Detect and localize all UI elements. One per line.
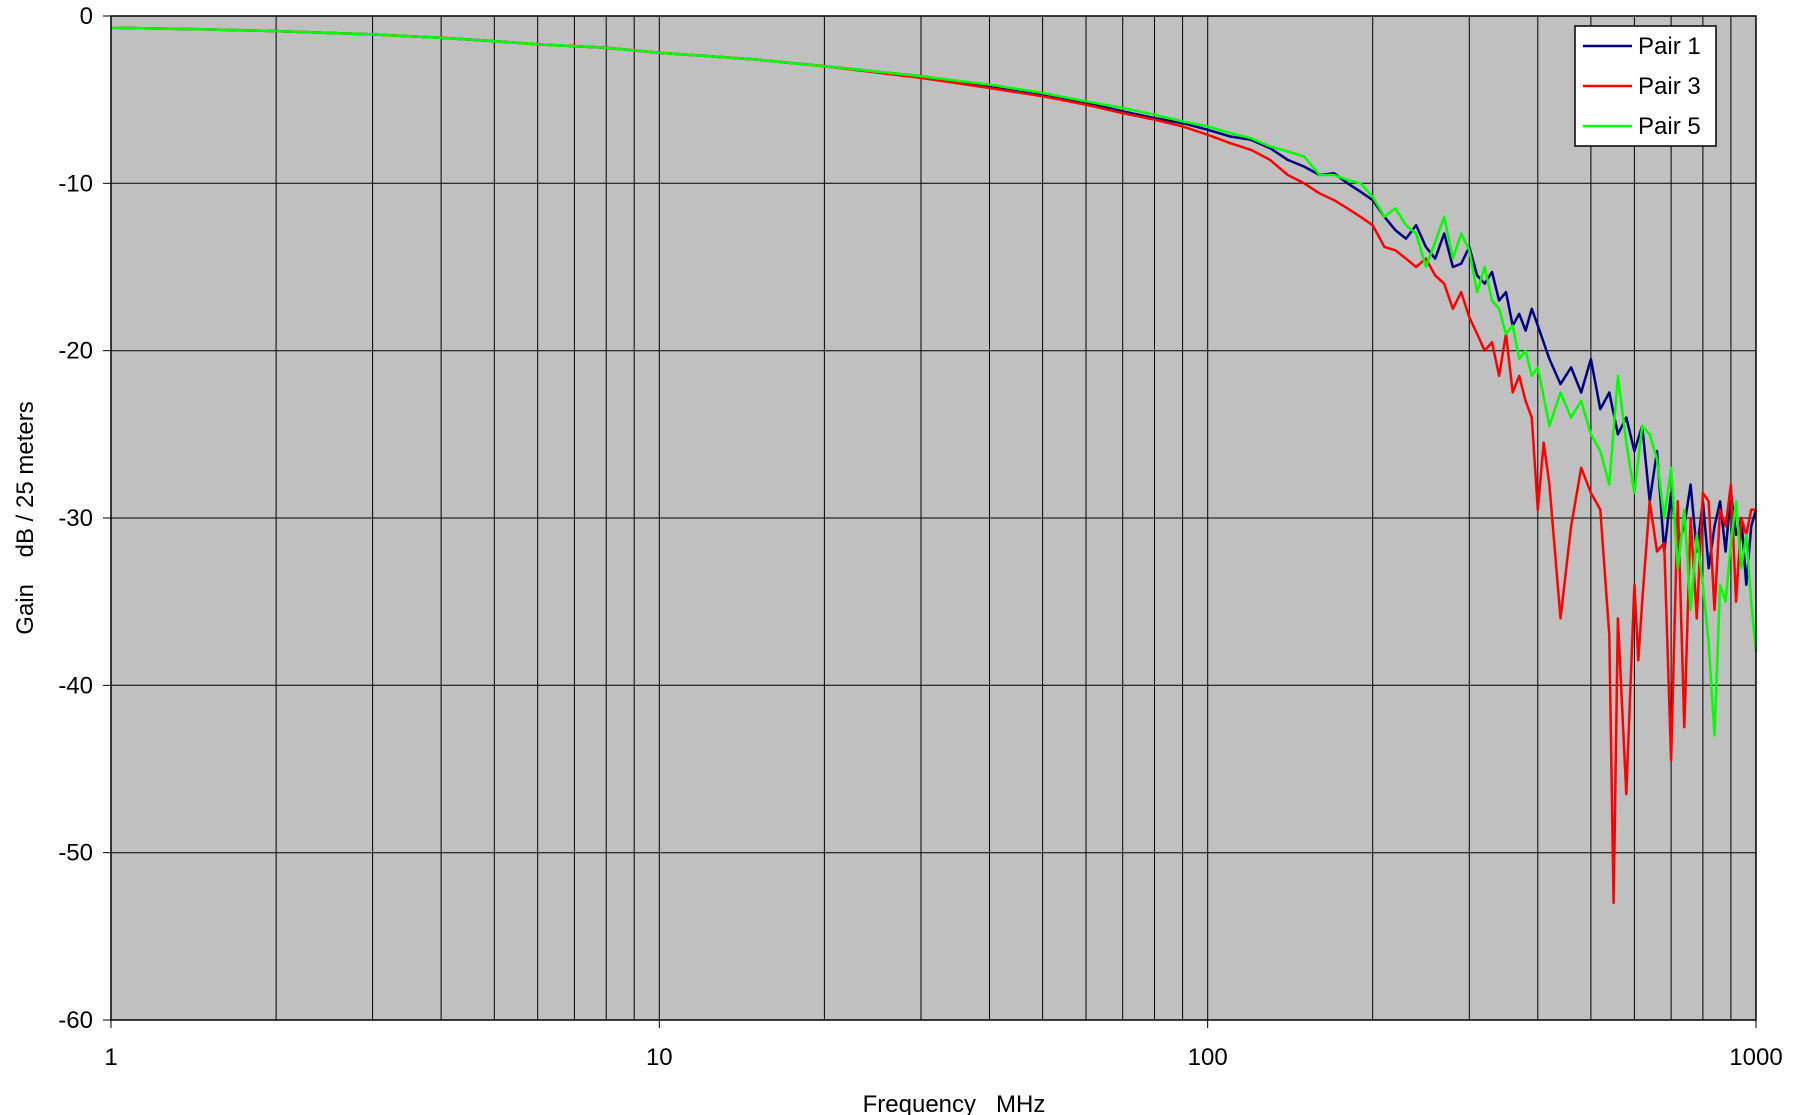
y-axis-title: Gain dB / 25 meters	[12, 401, 39, 634]
series-line-pair-3	[110, 26, 1756, 905]
y-tick-label: 0	[80, 3, 93, 30]
legend-label-pair-1: Pair 1	[1638, 33, 1701, 60]
y-tick-label: -20	[58, 338, 93, 365]
y-tick-label: -50	[58, 840, 93, 867]
y-tick-label: -30	[58, 505, 93, 532]
y-gridlines	[111, 182, 1756, 854]
x-tick-label: 1	[104, 1044, 117, 1071]
x-tick-labels: 1 10 100 1000	[104, 1020, 1783, 1071]
legend-label-pair-5: Pair 5	[1638, 113, 1701, 140]
series-layer	[110, 26, 1758, 905]
legend: Pair 1 Pair 3 Pair 5	[1574, 25, 1717, 147]
x-axis-title: Frequency MHz	[863, 1091, 1046, 1115]
y-tick-label: -10	[58, 170, 93, 197]
y-tick-label: -40	[58, 672, 93, 699]
series-line-pair-5	[110, 26, 1758, 737]
legend-label-pair-3: Pair 3	[1638, 73, 1701, 100]
x-tick-label: 10	[646, 1044, 673, 1071]
y-tick-labels: 0 -10 -20 -30 -40 -50 -60	[58, 3, 111, 1034]
x-tick-label: 1000	[1729, 1044, 1782, 1071]
x-tick-label: 100	[1188, 1044, 1228, 1071]
y-tick-label: -60	[58, 1007, 93, 1034]
